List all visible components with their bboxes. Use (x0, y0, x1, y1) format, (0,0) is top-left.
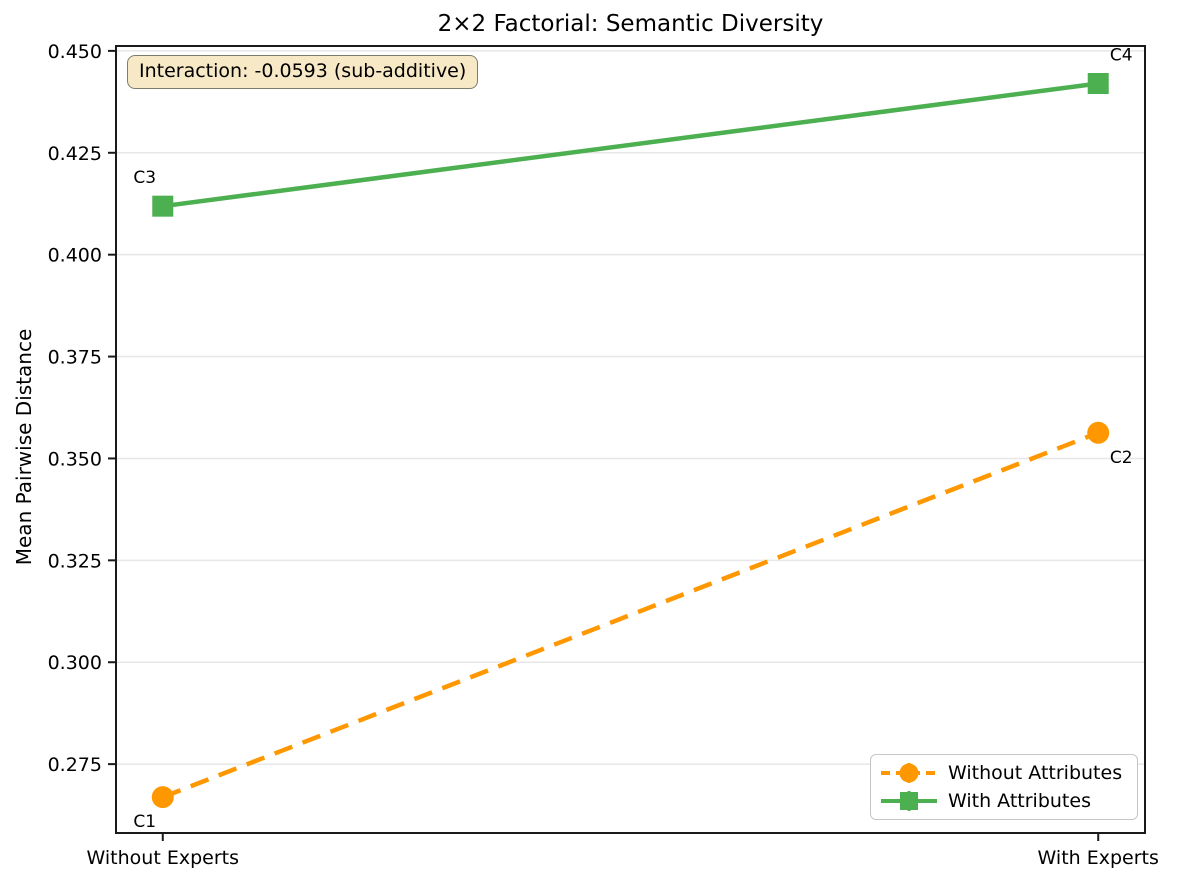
data-point-c4 (1087, 72, 1109, 94)
series-line-with-attributes (162, 81, 1099, 209)
data-point-c3 (152, 195, 174, 217)
point-label-c3: C3 (133, 168, 156, 188)
data-point-c2 (1087, 421, 1110, 444)
point-label-c4: C4 (1110, 45, 1133, 65)
series-line-without-attributes (161, 430, 1100, 800)
y-tick-label: 0.325 (48, 550, 102, 572)
y-tick-label: 0.275 (48, 754, 102, 776)
y-tick-label: 0.300 (48, 652, 102, 674)
x-tick-label: With Experts (1038, 847, 1159, 869)
y-axis-label: Mean Pairwise Distance (12, 328, 36, 566)
legend-item-with-attributes: With Attributes (871, 787, 1137, 815)
point-label-c2: C2 (1110, 448, 1133, 468)
legend-swatch-orange-circle-icon (881, 762, 937, 783)
legend-label-with-attributes: With Attributes (948, 790, 1091, 813)
y-tick-label: 0.425 (48, 143, 102, 165)
legend-item-without-attributes: Without Attributes (871, 759, 1137, 787)
legend: Without Attributes With Attributes (870, 754, 1138, 820)
chart-title: 2×2 Factorial: Semantic Diversity (437, 11, 824, 37)
point-label-c1: C1 (133, 812, 156, 832)
legend-label-without-attributes: Without Attributes (948, 761, 1123, 784)
y-tick-label: 0.350 (48, 448, 102, 470)
interaction-annotation: Interaction: -0.0593 (sub-additive) (127, 55, 479, 89)
y-tick-label: 0.400 (48, 245, 102, 267)
legend-swatch-green-square-icon (881, 791, 937, 812)
y-tick-label: 0.450 (48, 41, 102, 63)
x-tick-label: Without Experts (87, 847, 239, 869)
y-tick-label: 0.375 (48, 347, 102, 369)
data-point-c1 (151, 786, 174, 809)
plot-border (115, 45, 1146, 834)
